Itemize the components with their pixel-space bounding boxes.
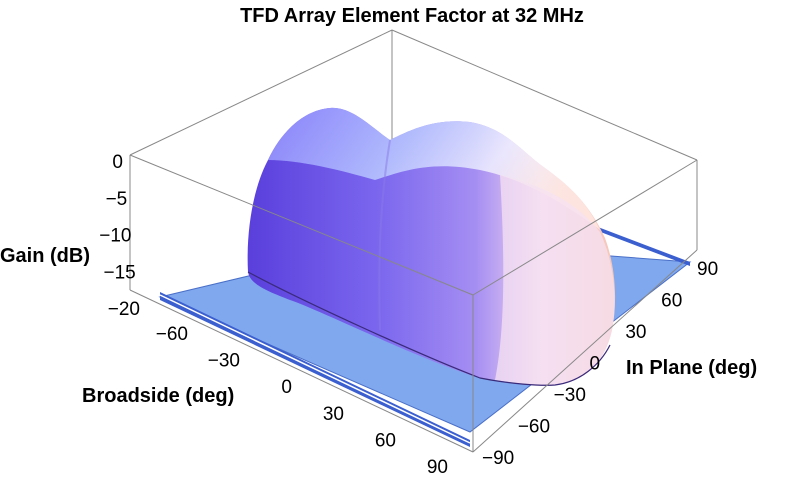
- z-tick-label: −20: [108, 299, 140, 320]
- x-axis-label: Broadside (deg): [82, 385, 234, 407]
- x-tick-label: −30: [208, 351, 240, 372]
- x-tick-label: 0: [281, 377, 292, 398]
- y-tick-label: 0: [590, 354, 601, 375]
- floor-strip-right: [590, 224, 690, 266]
- x-tick-label: −60: [156, 324, 188, 345]
- z-axis-label: Gain (dB): [0, 245, 90, 267]
- box-back-edges: [129, 29, 698, 290]
- floor-strip-left-line: [159, 294, 471, 444]
- x-tick-label: 60: [375, 430, 396, 451]
- surface-crease: [378, 139, 391, 331]
- box-front-edges: [129, 154, 698, 453]
- surface-top: [268, 107, 600, 230]
- y-tick-label: −90: [482, 448, 514, 469]
- x-tick-label: 30: [323, 404, 344, 425]
- y-tick-label: 30: [625, 322, 646, 343]
- y-tick-label: 90: [697, 259, 718, 280]
- z-tick-label: −10: [99, 226, 131, 247]
- y-tick-label: −30: [554, 385, 586, 406]
- chart-title: TFD Array Element Factor at 32 MHz: [240, 5, 584, 27]
- x-tick-label: 90: [427, 457, 448, 478]
- z-tick-label: −15: [104, 262, 136, 283]
- y-tick-label: 60: [661, 291, 682, 312]
- y-axis-label: In Plane (deg): [626, 357, 757, 379]
- z-tick-label: −5: [106, 189, 128, 210]
- z-tick-label: 0: [112, 152, 123, 173]
- surface-base-outline: [247, 271, 611, 386]
- y-tick-label: −60: [518, 417, 550, 438]
